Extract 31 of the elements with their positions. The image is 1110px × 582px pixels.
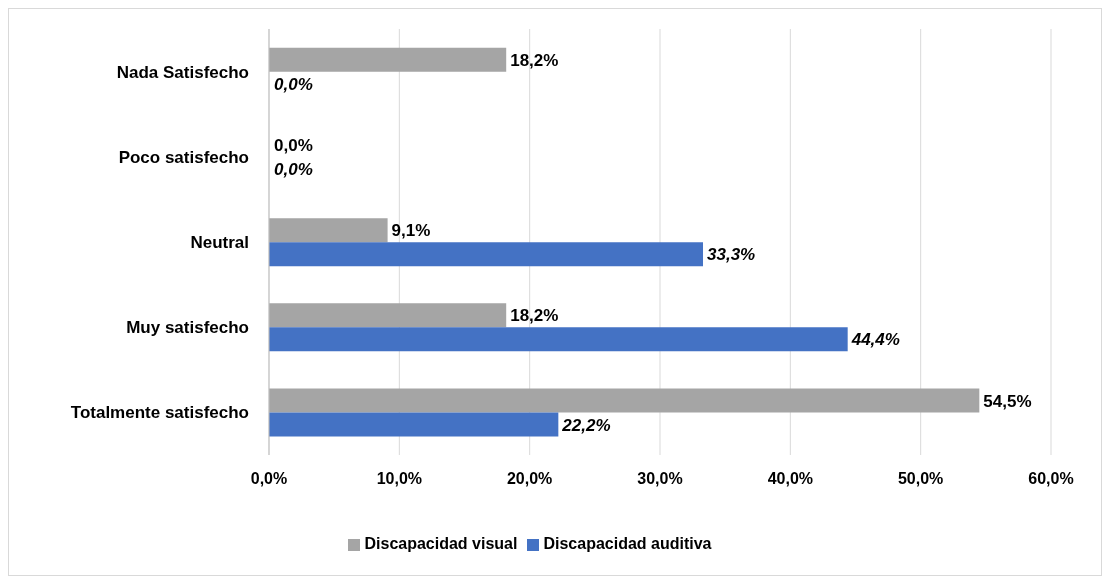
data-label: 22,2% xyxy=(561,415,611,435)
x-tick-label: 0,0% xyxy=(250,470,288,488)
data-label: 18,2% xyxy=(510,50,559,70)
y-tick-label: Muy satisfecho xyxy=(126,318,249,338)
data-label: 33,3% xyxy=(707,245,756,265)
y-tick-label: Totalmente satisfecho xyxy=(70,403,249,423)
data-label: 18,2% xyxy=(510,306,559,326)
x-tick-label: 60,0% xyxy=(1028,470,1074,488)
bar xyxy=(269,412,559,437)
legend-label: Discapacidad auditiva xyxy=(543,535,712,552)
bar xyxy=(269,218,388,243)
x-tick-label: 10,0% xyxy=(376,470,423,488)
y-tick-label: Neutral xyxy=(190,233,249,253)
x-tick-label: 50,0% xyxy=(897,470,944,488)
bar xyxy=(269,388,980,413)
bar xyxy=(269,47,507,72)
data-label: 54,5% xyxy=(983,391,1032,411)
data-label: 9,1% xyxy=(391,221,431,241)
data-label: 0,0% xyxy=(274,159,313,179)
data-label: 44,4% xyxy=(850,330,900,350)
legend-label: Discapacidad visual xyxy=(364,535,518,552)
x-tick-label: 40,0% xyxy=(767,470,814,488)
data-label: 0,0% xyxy=(274,135,313,155)
bar xyxy=(269,303,507,328)
data-label: 0,0% xyxy=(274,74,313,94)
y-tick-label: Nada Satisfecho xyxy=(116,62,249,82)
y-tick-label: Poco satisfecho xyxy=(118,147,249,167)
bar xyxy=(269,327,848,352)
bar xyxy=(269,242,704,267)
x-tick-label: 30,0% xyxy=(637,470,683,488)
x-tick-label: 20,0% xyxy=(506,470,553,488)
